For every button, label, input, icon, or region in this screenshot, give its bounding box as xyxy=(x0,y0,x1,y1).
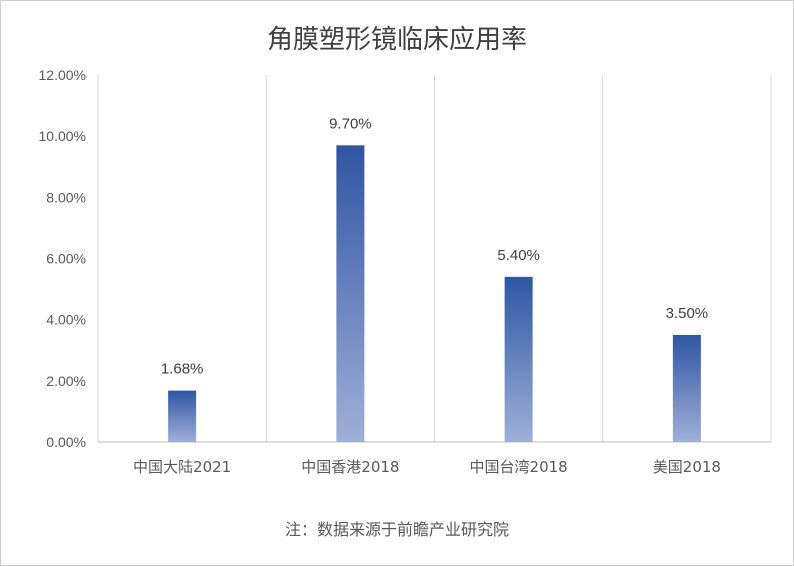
source-note: 注：数据来源于前瞻产业研究院 xyxy=(284,520,509,539)
x-tick-label: 中国台湾2018 xyxy=(470,458,568,476)
chart-title: 角膜塑形镜临床应用率 xyxy=(266,25,527,55)
y-tick-label: 4.00% xyxy=(46,312,86,328)
bar xyxy=(336,145,365,442)
y-tick-label: 2.00% xyxy=(46,373,86,389)
x-tick-label: 中国香港2018 xyxy=(301,458,399,476)
data-label: 3.50% xyxy=(666,305,709,322)
data-label: 9.70% xyxy=(329,115,372,132)
y-tick-label: 6.00% xyxy=(46,251,86,267)
y-tick-label: 10.00% xyxy=(39,128,86,144)
x-tick-label: 美国2018 xyxy=(653,458,721,476)
y-tick-label: 8.00% xyxy=(46,189,86,205)
data-label: 1.68% xyxy=(161,361,204,378)
bar xyxy=(168,390,197,442)
bar xyxy=(504,276,533,442)
x-tick-label: 中国大陆2021 xyxy=(133,458,231,476)
data-label: 5.40% xyxy=(497,247,540,264)
y-tick-label: 12.00% xyxy=(39,67,86,83)
bar xyxy=(672,334,701,442)
y-tick-label: 0.00% xyxy=(46,434,86,450)
